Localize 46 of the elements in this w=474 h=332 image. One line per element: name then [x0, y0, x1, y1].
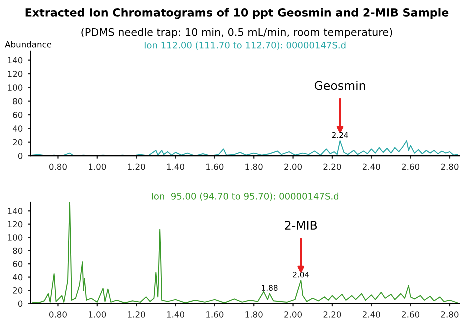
y-tick-label: 80 [13, 98, 23, 105]
x-tick-label: 2.80 [441, 312, 459, 318]
y-tick-label: 20 [13, 288, 23, 294]
x-tick-label: 0.80 [50, 164, 67, 170]
x-tick-label: 2.40 [362, 164, 380, 170]
y-tick-label: 100 [8, 234, 23, 241]
x-tick-label: 2.20 [324, 312, 342, 318]
x-tick-label: 1.60 [206, 164, 224, 170]
line-series [32, 202, 458, 304]
x-tick-label: 1.20 [128, 312, 146, 318]
y-tick-label: 60 [13, 261, 23, 268]
y-tick-label: 120 [8, 71, 23, 78]
x-tick-label: 0.80 [50, 312, 67, 318]
x-tick-label: 2.40 [362, 312, 380, 318]
y-tick-label: 140 [8, 57, 23, 64]
y-axis-title: Abundance [5, 41, 52, 48]
text: Extracted Ion Chromatograms of 10 ppt Geosmin and 2-MIB Sample [26, 8, 449, 20]
x-tick-label: 2.20 [324, 164, 342, 170]
text: (PDMS needle trap: 10 min, 0.5 mL/min, room temperature) [82, 28, 392, 38]
y-tick-label: 0 [18, 153, 23, 160]
y-tick-label: 120 [8, 221, 23, 228]
chart-title: Ion 95.00 (94.70 to 95.70): 00000147S.d [152, 192, 339, 201]
x-tick-label: 1.80 [246, 164, 263, 170]
x-tick-label: 1.20 [128, 164, 146, 170]
x-tick-label: 1.40 [167, 164, 184, 170]
x-tick-label: 2.00 [284, 312, 302, 318]
annotation: 2-MIB [285, 221, 318, 230]
x-tick-label: 1.80 [246, 312, 263, 318]
chart-title: Ion 112.00 (111.70 to 112.70): 00000147S.d [144, 42, 346, 50]
x-tick-label: 1.40 [167, 312, 184, 318]
x-tick-label: 1.60 [206, 312, 224, 318]
x-tick-label: 2.80 [441, 164, 459, 170]
x-tick-label: 2.00 [284, 164, 302, 170]
y-tick-label: 20 [13, 139, 23, 146]
y-tick-label: 0 [18, 300, 23, 308]
y-tick-label: 140 [8, 208, 23, 214]
x-tick-label: 2.60 [402, 164, 420, 170]
x-tick-label: 1.00 [89, 312, 106, 318]
y-tick-label: 40 [12, 274, 23, 281]
annotation: Geosmin [314, 81, 366, 90]
y-tick-label: 40 [12, 126, 23, 132]
x-tick-label: 1.00 [89, 164, 106, 170]
y-tick-label: 80 [13, 248, 23, 254]
x-tick-label: 2.60 [402, 312, 420, 318]
y-tick-label: 60 [13, 112, 23, 118]
y-tick-label: 100 [8, 84, 23, 91]
